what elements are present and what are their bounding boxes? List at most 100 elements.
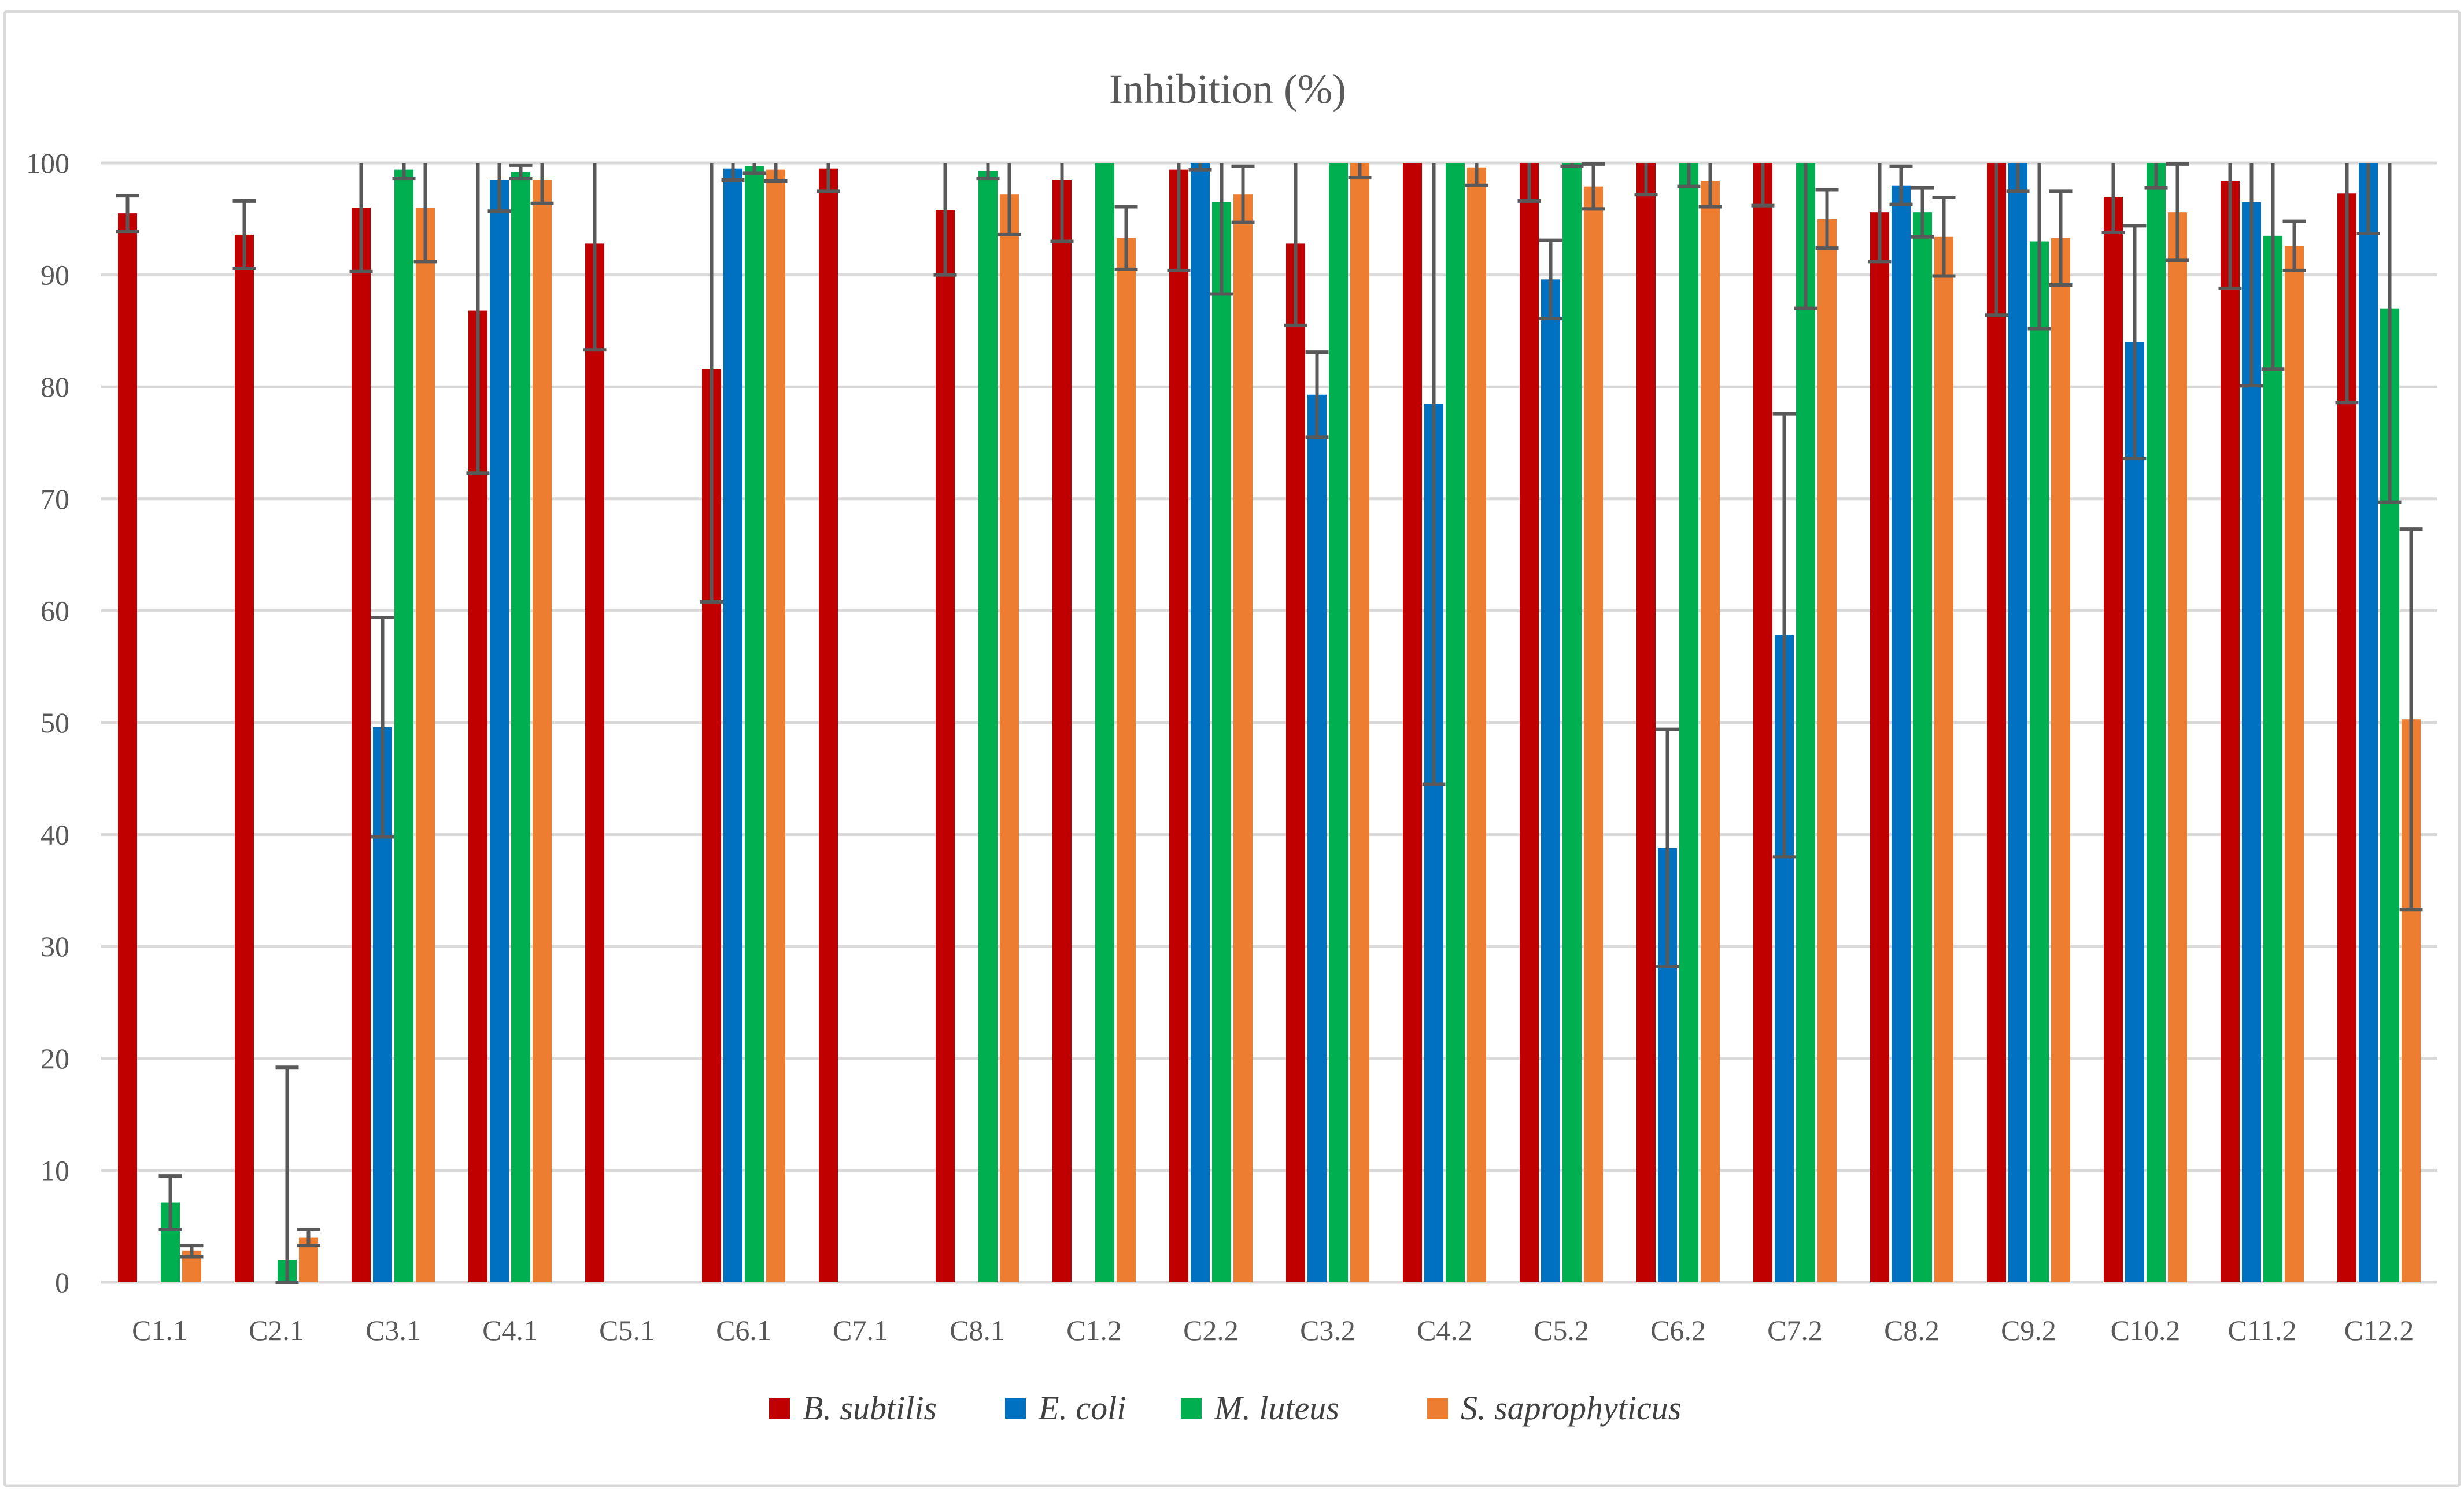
error-bar-C5.2-series-1 [1517,163,1541,203]
bar-C10.2-series-1 [2104,197,2123,1283]
bar-C1.2-series-4 [1117,238,1136,1282]
error-bar-C9.2-series-1 [1985,163,2008,317]
bar-C4.2-series-3 [1446,163,1465,1282]
x-tick-label: C2.2 [1183,1314,1239,1346]
error-bar-C7.2-series-3 [1794,163,1817,310]
error-bar-C1.2-series-1 [1050,163,1074,243]
error-bar-C2.1-series-1 [232,199,256,270]
error-bar-C6.2-series-2 [1656,727,1679,969]
bar-C5.2-series-3 [1562,163,1582,1282]
y-tick-label: 80 [40,371,69,403]
error-bar-C9.2-series-3 [2027,163,2051,331]
bar-C9.2-series-3 [2030,241,2049,1282]
y-tick-label: 30 [40,930,69,963]
bar-C10.2-series-2 [2125,342,2144,1282]
x-tick-label: C2.1 [249,1314,304,1346]
x-tick-label: C4.2 [1417,1314,1472,1346]
error-bar-C8.2-series-4 [1932,196,1956,278]
legend-entry-4: S. saprophyticus [1427,1389,1681,1427]
error-bar-C1.2-series-4 [1114,205,1138,271]
x-tick-label: C1.2 [1066,1314,1122,1346]
legend-entry-2: E. coli [1005,1389,1126,1427]
error-bar-C10.2-series-2 [2123,224,2147,461]
bar-C8.2-series-1 [1870,212,1889,1283]
x-tick-label: C3.2 [1300,1314,1355,1346]
error-bar-C2.1-series-4 [297,1228,320,1248]
bar-C4.1-series-2 [490,180,509,1282]
bar-C6.1-series-2 [723,168,742,1283]
error-bar-C1.1-series-3 [158,1174,182,1232]
bar-C4.1-series-4 [533,180,552,1282]
y-tick-label: 40 [40,819,69,851]
error-bar-C5.2-series-3 [1560,163,1584,168]
x-tick-label: C6.2 [1650,1314,1706,1346]
bar-C3.2-series-3 [1329,163,1348,1282]
error-bar-C7.2-series-1 [1751,163,1775,208]
bar-C1.2-series-1 [1052,180,1072,1282]
error-bar-C11.2-series-2 [2240,163,2263,388]
y-tick-label: 20 [40,1042,69,1075]
legend-entry-3: M. luteus [1181,1389,1339,1427]
bar-C8.2-series-3 [1913,212,1932,1283]
error-bar-C3.2-series-1 [1284,163,1307,327]
error-bar-C2.2-series-1 [1167,163,1191,272]
bar-C9.2-series-1 [1987,163,2006,1282]
bar-C6.1-series-4 [766,169,785,1283]
bar-C12.2-series-2 [2359,163,2378,1282]
bar-C8.2-series-2 [1892,185,1911,1283]
y-tick-label: 90 [40,259,69,291]
bar-C1.1-series-1 [118,213,137,1282]
y-tick-label: 100 [26,147,69,179]
legend-swatch [769,1398,790,1419]
bar-C10.2-series-3 [2147,163,2166,1282]
error-bar-C2.2-series-2 [1188,163,1212,172]
legend-label: E. coli [1038,1389,1126,1427]
error-bar-layer [116,162,2423,1284]
x-tick-label: C4.1 [482,1314,538,1346]
error-bar-C11.2-series-3 [2261,163,2285,371]
x-tick-label: C1.1 [132,1314,187,1346]
bar-C11.2-series-3 [2263,235,2282,1283]
chart-frame [3,10,2461,1487]
error-bar-C7.2-series-2 [1772,412,1796,859]
x-tick-label: C12.2 [2344,1314,2414,1346]
bar-C1.2-series-3 [1095,163,1114,1282]
bar-C8.1-series-3 [978,171,998,1282]
error-bar-C6.1-series-4 [764,163,788,183]
bar-C7.2-series-4 [1817,219,1837,1282]
error-bar-C3.1-series-4 [413,163,437,264]
x-tick-label: C8.2 [1884,1314,1940,1346]
error-bar-C12.2-series-4 [2399,527,2423,912]
x-tick-label: C7.2 [1767,1314,1823,1346]
bar-C7.2-series-3 [1796,163,1815,1282]
error-bar-C12.2-series-2 [2356,163,2380,235]
error-bar-C10.2-series-3 [2144,163,2168,190]
error-bar-C8.1-series-1 [933,163,957,277]
error-bar-C8.1-series-4 [998,163,1021,236]
x-tick-label: C3.1 [365,1314,421,1346]
legend-swatch [1005,1398,1026,1419]
error-bar-C6.1-series-2 [721,163,745,182]
chart-title: Inhibition (%) [1109,66,1346,112]
bar-C7.1-series-1 [819,168,838,1283]
legend-swatch [1181,1398,1202,1419]
error-bar-C5.1-series-1 [583,163,607,352]
legend-entry-1: B. subtilis [769,1389,937,1427]
bar-C8.2-series-4 [1934,236,1953,1282]
error-bar-C7.2-series-4 [1815,188,1839,250]
bar-C3.1-series-1 [352,208,371,1283]
error-bar-C6.2-series-1 [1634,163,1658,197]
legend-swatch [1427,1398,1448,1419]
bar-C7.2-series-1 [1753,163,1772,1282]
y-tick-label: 50 [40,706,69,739]
error-bar-C4.2-series-2 [1422,163,1446,786]
bar-C8.1-series-4 [1000,194,1019,1282]
error-bar-C4.1-series-2 [487,163,511,213]
error-bar-C12.2-series-1 [2335,163,2359,405]
error-bar-C3.1-series-2 [371,616,394,839]
legend-label: S. saprophyticus [1461,1389,1681,1427]
error-bar-C8.2-series-3 [1911,186,1934,239]
error-bar-C10.2-series-1 [2101,163,2125,235]
bar-C2.2-series-1 [1169,169,1188,1283]
